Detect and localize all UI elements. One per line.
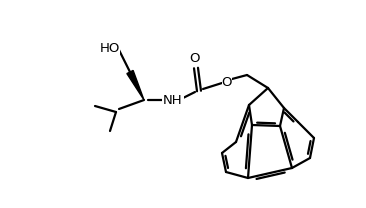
Text: HO: HO	[100, 42, 120, 54]
Text: NH: NH	[163, 94, 183, 106]
Polygon shape	[127, 71, 144, 100]
Text: O: O	[222, 76, 232, 88]
Text: O: O	[189, 52, 199, 64]
